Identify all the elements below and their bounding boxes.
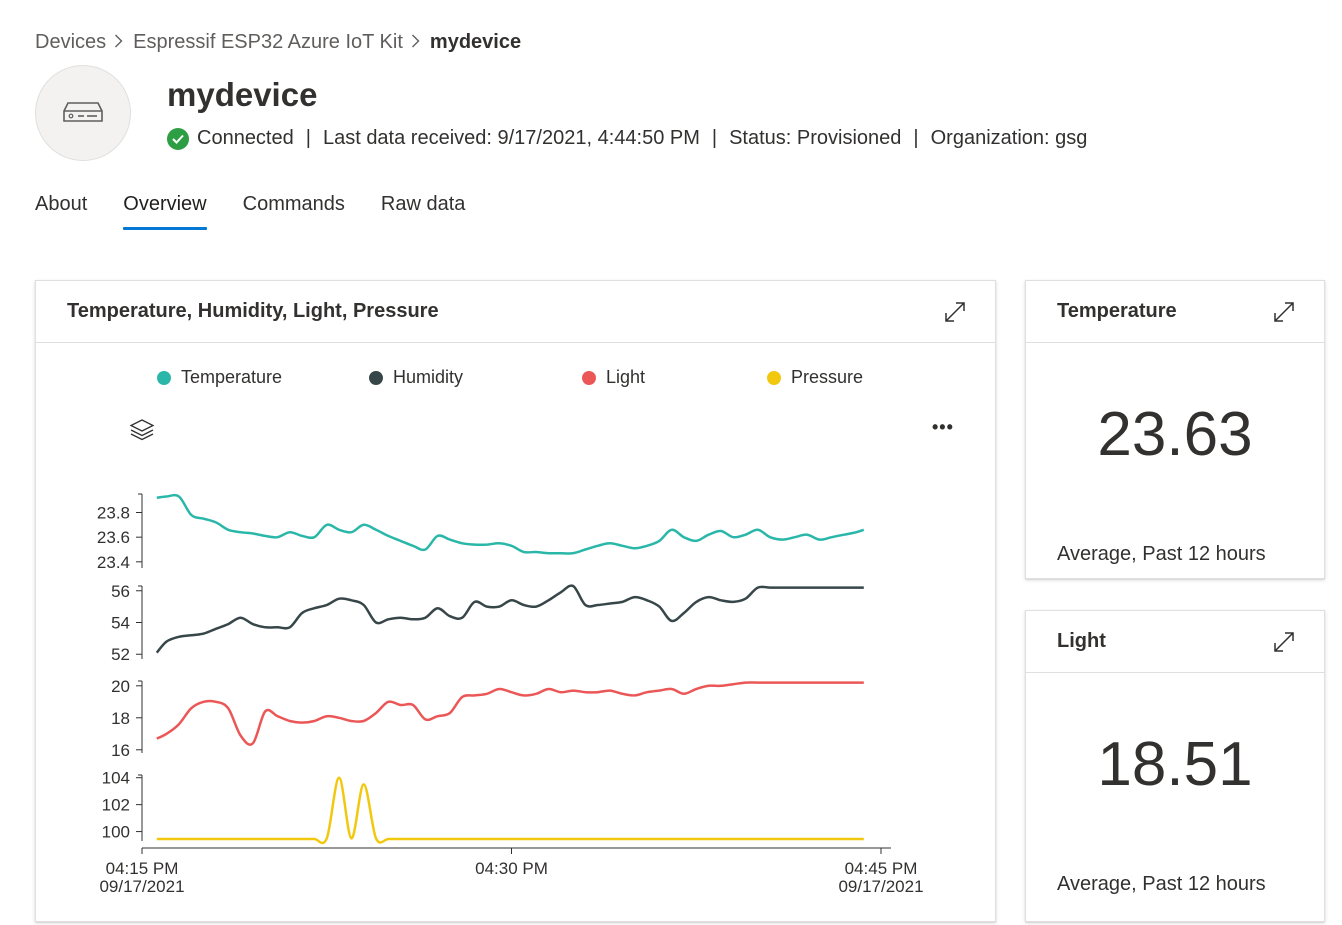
expand-icon[interactable] bbox=[1272, 300, 1296, 324]
legend-label: Light bbox=[606, 367, 646, 387]
legend-item-light[interactable]: Light bbox=[582, 367, 645, 388]
device-icon bbox=[63, 102, 103, 122]
kpi-value: 18.51 bbox=[1097, 730, 1253, 799]
x-tick-label: 04:45 PM bbox=[845, 859, 918, 878]
y-tick-label: 18 bbox=[111, 709, 130, 728]
more-options-icon[interactable]: ••• bbox=[932, 417, 954, 437]
expand-icon[interactable] bbox=[1272, 630, 1296, 654]
kpi-value: 23.63 bbox=[1097, 400, 1253, 469]
y-tick-label: 23.4 bbox=[97, 553, 130, 572]
kpi-card-header: Temperature bbox=[1026, 281, 1324, 343]
y-tick-label: 100 bbox=[102, 823, 130, 842]
y-tick-label: 16 bbox=[111, 741, 130, 760]
series-line-humidity[interactable] bbox=[155, 584, 864, 654]
y-tick-label: 54 bbox=[111, 614, 130, 633]
kpi-footer: Average, Past 12 hours bbox=[1057, 873, 1266, 895]
tab-overview[interactable]: Overview bbox=[123, 193, 207, 230]
connection-status: Connected bbox=[197, 127, 294, 149]
tab-raw-data[interactable]: Raw data bbox=[380, 193, 466, 215]
kpi-card-header: Light bbox=[1026, 611, 1324, 673]
legend-item-pressure[interactable]: Pressure bbox=[767, 367, 863, 388]
connected-check-icon bbox=[167, 127, 189, 150]
tab-bar: About Overview Commands Raw data bbox=[35, 193, 501, 230]
breadcrumb-template-link[interactable]: Espressif ESP32 Azure IoT Kit bbox=[133, 31, 403, 53]
x-tick-sublabel: 09/17/2021 bbox=[838, 877, 923, 896]
legend-item-humidity[interactable]: Humidity bbox=[369, 367, 463, 388]
legend-dot bbox=[767, 370, 781, 385]
series-line-temperature[interactable] bbox=[156, 493, 865, 555]
y-tick-label: 102 bbox=[102, 796, 130, 815]
separator: | bbox=[711, 127, 718, 149]
x-tick-label: 04:15 PM bbox=[106, 859, 179, 878]
legend-label: Temperature bbox=[181, 367, 283, 387]
legend-label: Humidity bbox=[393, 367, 464, 387]
y-tick-label: 23.6 bbox=[97, 528, 130, 547]
tab-about[interactable]: About bbox=[35, 193, 88, 215]
kpi-card-temperature: Temperature 23.63 Average, Past 12 hours bbox=[1025, 280, 1325, 579]
chart-card-header: Temperature, Humidity, Light, Pressure bbox=[36, 281, 995, 343]
kpi-title: Light bbox=[1057, 630, 1106, 652]
chevron-right-icon bbox=[411, 32, 420, 53]
kpi-title: Temperature bbox=[1057, 300, 1177, 322]
x-tick-sublabel: 09/17/2021 bbox=[99, 877, 184, 896]
y-tick-label: 52 bbox=[111, 645, 130, 664]
layers-icon[interactable] bbox=[129, 417, 155, 443]
expand-icon[interactable] bbox=[943, 300, 967, 324]
series-line-light[interactable] bbox=[156, 681, 864, 746]
y-tick-label: 56 bbox=[111, 582, 130, 601]
breadcrumb: Devices Espressif ESP32 Azure IoT Kit my… bbox=[35, 31, 521, 54]
legend-dot bbox=[369, 370, 383, 385]
breadcrumb-devices-link[interactable]: Devices bbox=[35, 31, 107, 53]
device-status-bar: Connected | Last data received: 9/17/202… bbox=[167, 127, 1087, 150]
y-tick-label: 104 bbox=[102, 769, 130, 788]
device-avatar bbox=[35, 65, 131, 161]
y-tick-label: 20 bbox=[111, 677, 130, 696]
provisioning-status: Status: Provisioned bbox=[729, 127, 902, 149]
chevron-right-icon bbox=[114, 32, 123, 53]
separator: | bbox=[305, 127, 311, 149]
x-tick-label: 04:30 PM bbox=[475, 859, 548, 878]
series-line-pressure[interactable] bbox=[156, 776, 864, 845]
legend-item-temperature[interactable]: Temperature bbox=[157, 367, 282, 388]
organization: Organization: gsg bbox=[930, 127, 1088, 149]
y-tick-label: 23.8 bbox=[97, 504, 130, 523]
page-title: mydevice bbox=[167, 76, 318, 113]
separator: | bbox=[913, 127, 919, 149]
kpi-footer: Average, Past 12 hours bbox=[1057, 543, 1266, 565]
tab-commands[interactable]: Commands bbox=[242, 193, 345, 215]
chart-card-title: Temperature, Humidity, Light, Pressure bbox=[67, 300, 439, 322]
legend-dot bbox=[157, 370, 171, 385]
breadcrumb-current: mydevice bbox=[429, 31, 522, 53]
legend-label: Pressure bbox=[791, 367, 864, 387]
chart-card: Temperature, Humidity, Light, Pressure T… bbox=[35, 280, 996, 922]
legend-dot bbox=[582, 370, 596, 385]
kpi-card-light: Light 18.51 Average, Past 12 hours bbox=[1025, 610, 1325, 922]
last-data-received: Last data received: 9/17/2021, 4:44:50 P… bbox=[322, 127, 700, 149]
